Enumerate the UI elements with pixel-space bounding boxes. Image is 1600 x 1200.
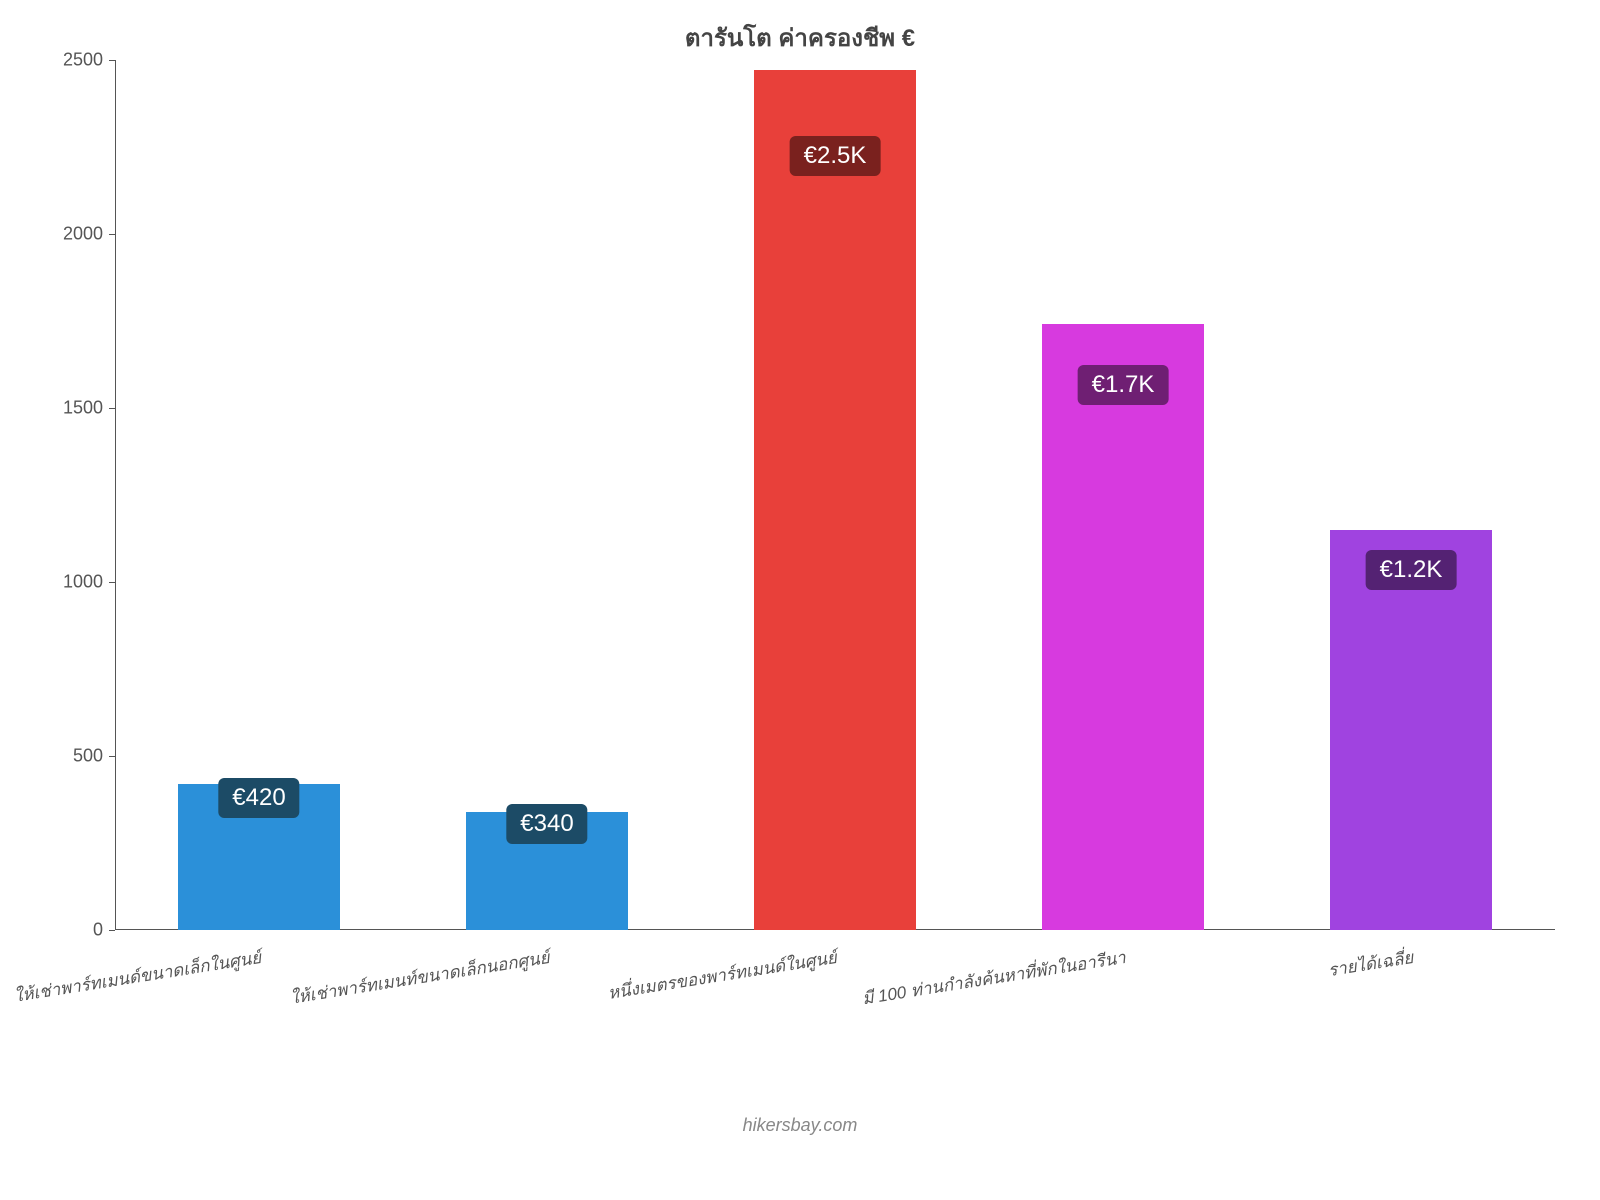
bar-value-label: €2.5K bbox=[790, 136, 881, 176]
y-tick-label: 2500 bbox=[63, 50, 103, 71]
chart-title: ตารันโต ค่าครองชีพ € bbox=[0, 18, 1600, 57]
chart-credit: hikersbay.com bbox=[0, 1115, 1600, 1136]
y-tick-mark bbox=[109, 582, 115, 583]
bar bbox=[1042, 324, 1203, 930]
y-tick-label: 1000 bbox=[63, 572, 103, 593]
bar-value-label: €420 bbox=[218, 778, 299, 818]
bar bbox=[754, 70, 915, 930]
bar-value-label: €1.7K bbox=[1078, 365, 1169, 405]
y-tick-mark bbox=[109, 930, 115, 931]
y-tick-mark bbox=[109, 60, 115, 61]
x-category-label: ให้เช่าพาร์ทเมนท์ขนาดเล็กนอกศูนย์ bbox=[288, 944, 551, 1012]
y-axis-line bbox=[115, 60, 116, 930]
chart-container: ตารันโต ค่าครองชีพ € 0500100015002000250… bbox=[0, 0, 1600, 1200]
y-tick-label: 0 bbox=[93, 920, 103, 941]
y-tick-label: 500 bbox=[73, 746, 103, 767]
bar-value-label: €340 bbox=[506, 804, 587, 844]
x-category-label: รายได้เฉลี่ย bbox=[1326, 944, 1415, 984]
plot-area: 05001000150020002500€420ให้เช่าพาร์ทเมนด… bbox=[115, 60, 1555, 930]
x-category-label: ให้เช่าพาร์ทเมนด์ขนาดเล็กในศูนย์ bbox=[12, 944, 263, 1010]
y-tick-mark bbox=[109, 234, 115, 235]
y-tick-mark bbox=[109, 756, 115, 757]
y-tick-label: 2000 bbox=[63, 224, 103, 245]
bar bbox=[1330, 530, 1491, 930]
y-tick-label: 1500 bbox=[63, 398, 103, 419]
y-tick-mark bbox=[109, 408, 115, 409]
x-category-label: มี 100 ท่านกำลังค้นหาที่พักในอารีนา bbox=[860, 944, 1127, 1012]
x-category-label: หนึ่งเมตรของพาร์ทเมนด์ในศูนย์ bbox=[606, 944, 839, 1007]
bar-value-label: €1.2K bbox=[1366, 550, 1457, 590]
